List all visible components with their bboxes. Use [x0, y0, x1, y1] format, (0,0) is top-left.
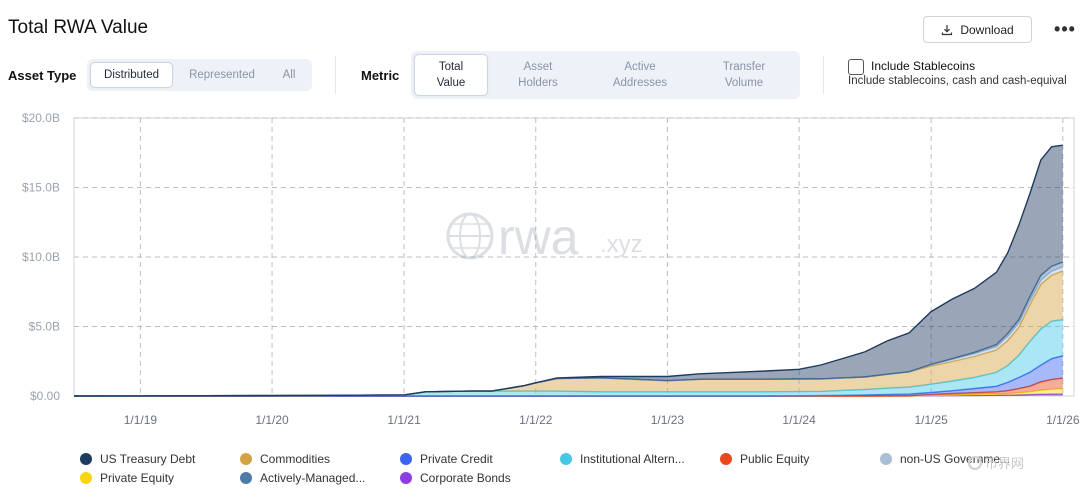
x-tick-label: 1/1/21	[387, 413, 421, 427]
asset-type-option-distributed[interactable]: Distributed	[90, 62, 173, 88]
legend-swatch	[240, 472, 252, 484]
asset-type-option-represented[interactable]: Represented	[189, 69, 255, 81]
legend-item-actively-managed[interactable]: Actively-Managed...	[240, 471, 365, 485]
legend-swatch	[400, 453, 412, 465]
download-label: Download	[960, 22, 1014, 37]
legend-label: Actively-Managed...	[260, 471, 366, 485]
metric-option-active-addresses[interactable]: Active Addresses	[588, 54, 692, 96]
download-icon	[942, 24, 953, 35]
legend-label: Institutional Altern...	[580, 452, 685, 466]
legend-label: non-US Governme...	[900, 452, 1011, 466]
legend-label: Private Credit	[420, 452, 493, 466]
legend-swatch	[560, 453, 572, 465]
metric-option-line: Transfer	[722, 61, 766, 73]
legend-swatch	[80, 472, 92, 484]
legend-label: US Treasury Debt	[100, 452, 196, 466]
x-tick-label: 1/1/24	[782, 413, 816, 427]
line-us-treasury-debt	[73, 144, 1063, 397]
x-tick-label: 1/1/23	[651, 413, 685, 427]
legend-item-private-equity[interactable]: Private Equity	[80, 471, 174, 485]
include-stablecoins-checkbox[interactable]	[848, 59, 864, 75]
y-tick-label: $10.0B	[22, 250, 60, 264]
y-tick-label: $15.0B	[22, 181, 60, 195]
metric-option-asset-holders[interactable]: Asset Holders	[488, 54, 588, 96]
corner-watermark: 币界网	[968, 453, 1024, 472]
legend-swatch	[880, 453, 892, 465]
legend-swatch	[80, 453, 92, 465]
rwa-value-chart: rwa .xyz $0.00 $5.0B $10.0B $15.0B $20.0B 1/1…	[22, 111, 1080, 427]
divider	[335, 56, 336, 94]
line-private-credit	[74, 355, 1063, 397]
y-tick-label: $0.00	[30, 389, 60, 403]
legend-swatch	[720, 453, 732, 465]
metric-option-line: Holders	[518, 77, 558, 89]
legend-item-us-treasury-debt[interactable]: US Treasury Debt	[80, 452, 195, 466]
metric-option-transfer-volume[interactable]: Transfer Volume	[692, 54, 796, 96]
legend-item-private-credit[interactable]: Private Credit	[400, 452, 493, 466]
metric-option-total-value[interactable]: Total Value	[414, 54, 488, 96]
area-public-equity	[74, 378, 1063, 396]
legend-swatch	[240, 453, 252, 465]
legend-item-public-equity[interactable]: Public Equity	[720, 452, 809, 466]
more-options-button[interactable]: •••	[1054, 18, 1076, 39]
area-private-credit	[74, 355, 1063, 396]
x-tick-label: 1/1/19	[124, 413, 158, 427]
legend-label: Private Equity	[100, 471, 175, 485]
metric-segmented: Total Value Asset Holders Active Address…	[411, 51, 800, 99]
include-stablecoins-description: Include stablecoins, cash and cash-equiv…	[848, 75, 1067, 87]
rwa-watermark: rwa .xyz	[446, 209, 643, 265]
legend-item-non-us-governme[interactable]: non-US Governme...	[880, 452, 1010, 466]
legend-label: Public Equity	[740, 452, 810, 466]
globe-icon	[446, 212, 494, 260]
legend-swatch	[400, 472, 412, 484]
page-title: Total RWA Value	[8, 17, 149, 38]
legend-label: Commodities	[260, 452, 331, 466]
download-button[interactable]: Download	[923, 16, 1032, 43]
area-us-treasury-debt	[74, 145, 1063, 396]
legend-item-institutional-altern[interactable]: Institutional Altern...	[560, 452, 685, 466]
legend-item-commodities[interactable]: Commodities	[240, 452, 330, 466]
corner-watermark-text: 币界网	[985, 456, 1025, 471]
x-tick-label: 1/1/20	[255, 413, 289, 427]
chart-areas	[73, 144, 1064, 397]
legend-item-corporate-bonds[interactable]: Corporate Bonds	[400, 471, 511, 485]
metric-option-line: Active	[624, 61, 656, 73]
asset-type-option-all[interactable]: All	[282, 69, 296, 81]
x-tick-label: 1/1/22	[519, 413, 553, 427]
metric-option-line: Addresses	[612, 77, 668, 89]
metric-option-line: Value	[436, 77, 466, 89]
asset-type-segmented: Distributed Represented All	[87, 59, 312, 91]
include-stablecoins-label: Include Stablecoins	[871, 59, 976, 73]
watermark-brand: rwa	[498, 209, 579, 265]
chart-axes: $0.00 $5.0B $10.0B $15.0B $20.0B 1/1/19 1/1/20…	[22, 111, 1080, 427]
y-tick-label: $20.0B	[22, 111, 60, 125]
x-tick-label: 1/1/26	[1046, 413, 1080, 427]
asset-type-label: Asset Type	[8, 68, 77, 83]
metric-option-line: Volume	[724, 77, 764, 89]
watermark-suffix: .xyz	[600, 231, 643, 258]
x-tick-label: 1/1/25	[914, 413, 948, 427]
metric-option-line: Total	[438, 61, 464, 73]
divider	[823, 56, 824, 94]
legend-label: Corporate Bonds	[420, 471, 511, 485]
area-institutional-alternative-funds	[74, 319, 1063, 396]
watermark-logo-icon	[968, 455, 982, 470]
y-tick-label: $5.0B	[29, 320, 60, 334]
metric-option-line: Asset	[523, 61, 553, 73]
metric-label: Metric	[361, 68, 400, 83]
